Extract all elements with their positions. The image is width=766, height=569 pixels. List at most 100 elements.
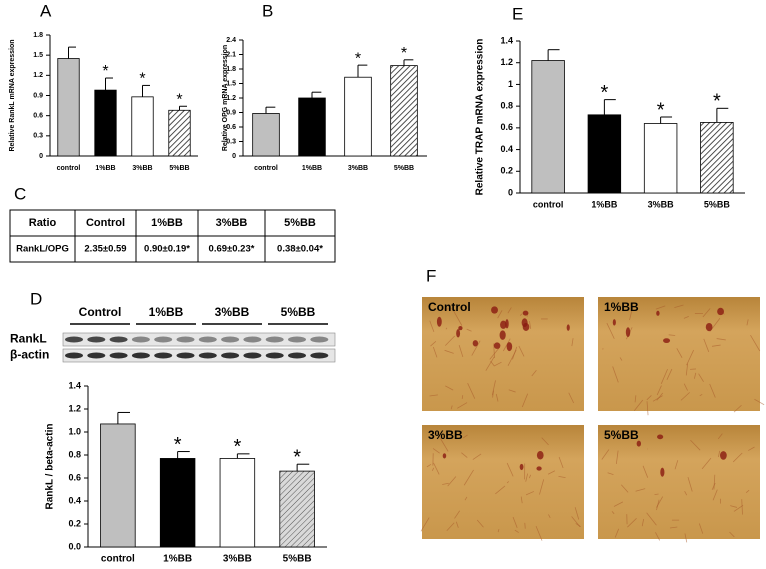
bar [344,76,372,157]
tissue-fiber [571,338,574,347]
tissue-fiber [571,516,581,528]
tissue-fiber [646,512,657,526]
stained-cell [506,342,513,352]
tissue-fiber [750,334,761,352]
tissue-fiber [702,308,711,318]
tissue-fiber [445,327,448,330]
tissue-fiber [535,525,543,541]
tissue-fiber [656,499,660,511]
band [221,336,240,343]
table-cell: 2.35±0.59 [84,244,126,255]
stained-cell [636,440,641,447]
tissue-fiber [429,394,438,397]
tissue-fiber [426,463,432,468]
tissue-fiber [506,462,514,477]
y-tick-label: 1.2 [68,403,81,413]
y-tick-label: 0.3 [226,138,236,145]
bar [298,97,326,157]
micrograph [422,297,584,411]
tissue-fiber [612,366,619,383]
bar [219,458,256,548]
tissue-fiber [601,449,610,460]
stained-cell [717,307,724,316]
tissue-fiber [490,360,495,366]
tissue-fiber [558,475,566,479]
bar [252,113,280,157]
panel-label: C [14,184,26,203]
significance-mark: * [174,434,182,456]
y-tick-label: 1.2 [500,57,513,67]
tissue-fiber [463,434,468,439]
tissue-fiber [493,361,502,367]
x-tick-label: 5%BB [394,165,414,172]
significance-mark: * [401,45,407,62]
band [109,352,128,359]
tissue-fiber [521,393,529,408]
stained-cell [499,330,506,340]
y-tick-label: 1.2 [33,72,43,79]
tissue-fiber [634,395,637,403]
panel-label: A [40,1,52,20]
y-tick-label: 0 [508,187,513,197]
tissue-fiber [520,496,523,504]
micrograph [598,297,760,411]
tissue-fiber [558,456,564,469]
stained-cell [500,320,507,329]
x-tick-label: 3%BB [223,554,252,565]
tissue-fiber [619,357,623,361]
tissue-fiber [684,491,688,496]
tissue-fiber [620,484,629,493]
tissue-fiber [531,369,537,377]
tissue-fiber [716,338,726,341]
panel-label: B [262,1,273,20]
tissue-fiber [429,320,435,333]
tissue-fiber [431,467,435,471]
band [65,336,83,343]
tissue-fiber [629,307,633,321]
tissue-fiber [430,340,437,347]
band [131,352,150,359]
tissue-fiber [476,519,484,528]
tissue-fiber [493,343,495,358]
y-tick-label: 0.9 [33,92,43,99]
tissue-fiber [660,368,668,385]
y-tick-label: 0.6 [226,124,236,131]
tissue-fiber [467,383,476,399]
tissue-fiber [655,532,661,541]
tissue-fiber [669,526,678,529]
stained-cell [472,340,479,347]
tissue-fiber [539,479,545,495]
significance-mark: * [176,91,182,108]
tissue-fiber [741,499,743,515]
tissue-fiber [452,309,463,326]
significance-mark: * [657,99,665,121]
tissue-fiber [548,514,551,519]
y-tick-label: 0.4 [500,144,513,154]
tissue-fiber [646,401,649,416]
tissue-fiber [525,473,529,482]
stained-cell [519,463,524,471]
tissue-fiber [690,439,701,451]
table-cell: 0.90±0.19* [144,244,190,255]
tissue-fiber [607,472,614,475]
tissue-fiber [733,404,742,413]
tissue-fiber [506,481,509,484]
tissue-fiber [497,529,500,533]
y-tick-label: 0.6 [500,122,513,132]
tissue-fiber [461,395,464,400]
tissue-fiber [713,474,716,490]
table-cell: Ratio [29,217,57,229]
tissue-fiber [541,437,549,446]
tissue-fiber [574,507,580,520]
y-tick-label: 1.8 [226,66,236,73]
band [265,352,284,359]
stained-cell [625,327,631,338]
band [288,352,306,359]
tissue-fiber [718,450,721,458]
tissue-fiber [683,383,688,391]
stained-cell [458,326,463,331]
tissue-fiber [656,392,664,401]
tissue-fiber [627,517,637,528]
tissue-fiber [525,491,535,496]
